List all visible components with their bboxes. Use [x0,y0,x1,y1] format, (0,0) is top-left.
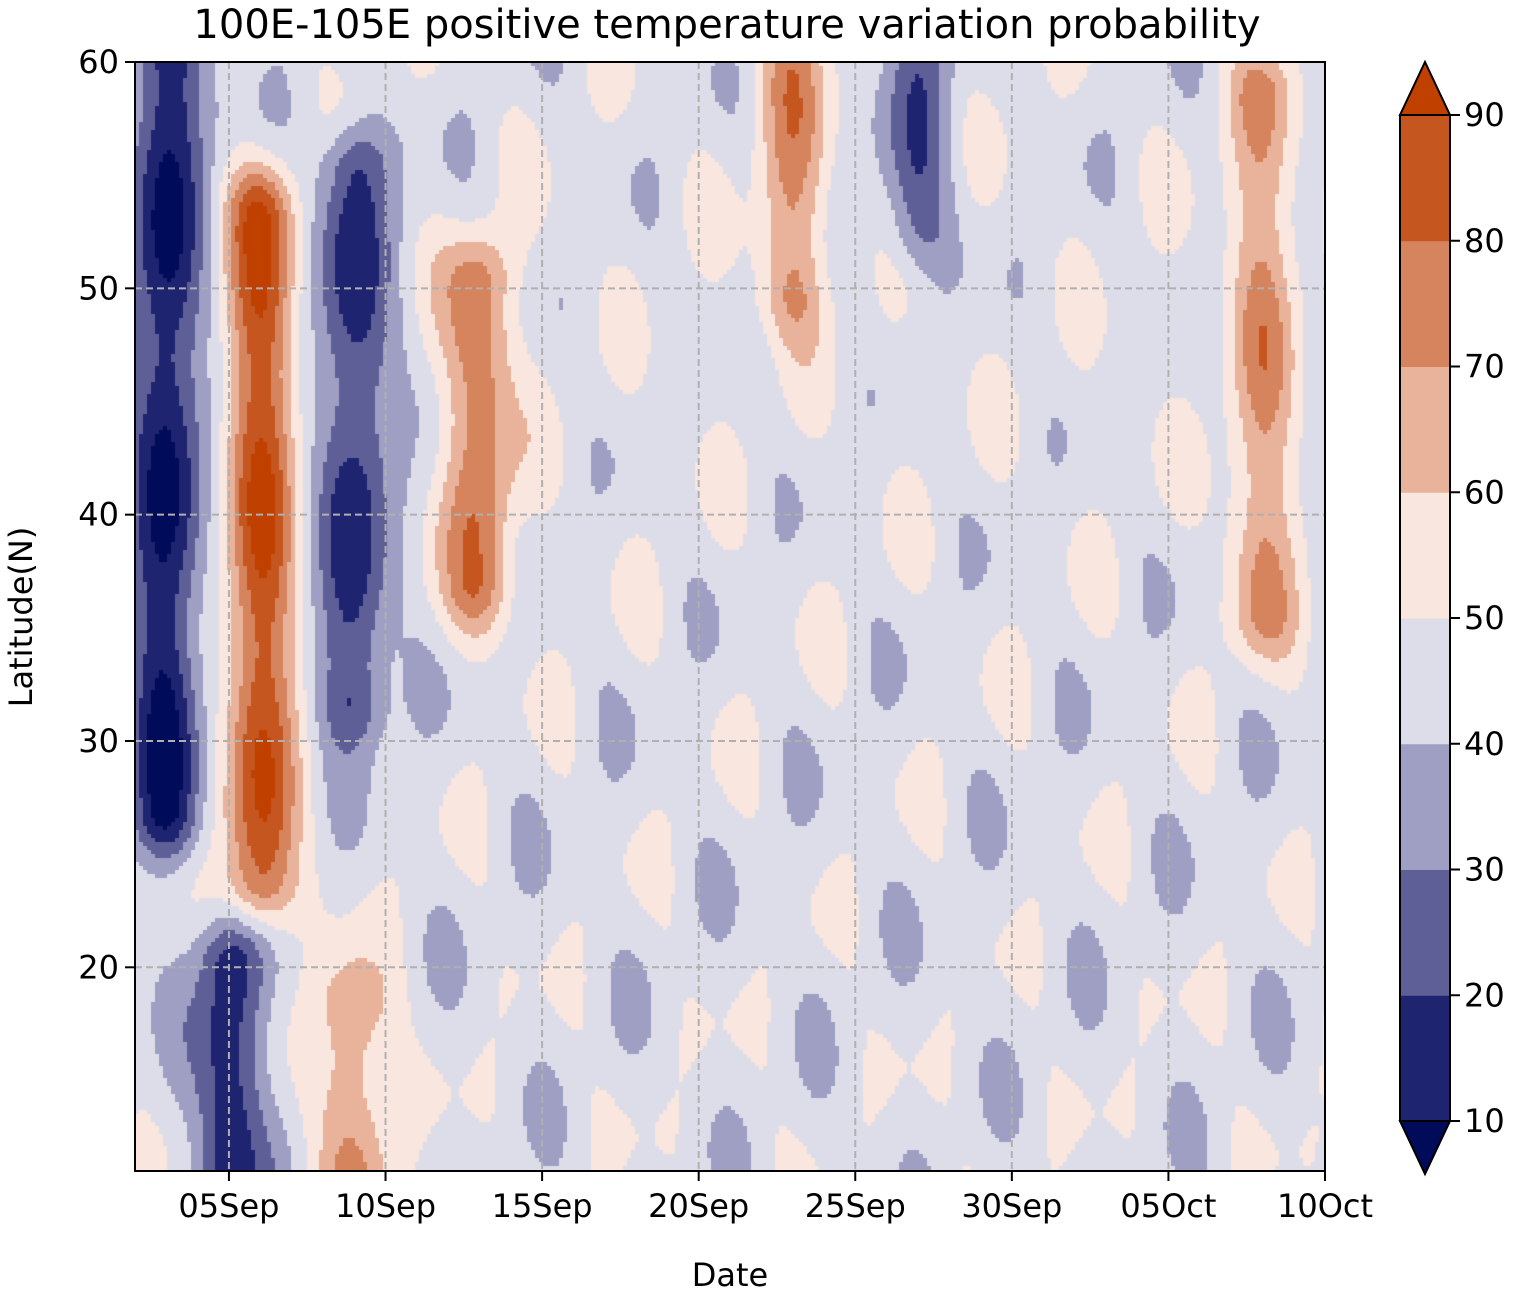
colorbar-bin [1400,492,1450,619]
colorbar-bin [1400,240,1450,367]
colorbar-bin [1400,618,1450,745]
x-tick-label: 25Sep [805,1187,906,1225]
chart-title: 100E-105E positive temperature variation… [193,2,1260,48]
x-tick-label: 10Sep [335,1187,436,1225]
colorbar-tick-label: 60 [1464,473,1505,511]
y-tick-label: 30 [78,722,119,760]
colorbar-tick-label: 40 [1464,725,1505,763]
x-axis: 05Sep 10Sep 15Sep 20Sep 25Sep 30Sep 05Oct 10Oct [178,1171,1373,1225]
x-tick-label: 05Sep [178,1187,279,1225]
x-tick-label: 15Sep [492,1187,593,1225]
colorbar-tick-label: 30 [1464,851,1505,889]
colorbar-bin [1400,115,1450,242]
colorbar-tick-label: 10 [1464,1102,1505,1140]
x-axis-label: Date [692,1256,768,1290]
x-tick-label: 30Sep [961,1187,1062,1225]
colorbar-tick-label: 50 [1464,599,1505,637]
plot-frame [134,61,1326,1172]
y-tick-label: 60 [78,43,119,81]
colorbar-tick-label: 70 [1464,348,1505,386]
plot-area [134,61,1326,1172]
colorbar-bin [1400,995,1450,1122]
colorbar-extend-max [1398,59,1452,116]
y-axis-label: Latitude(N) [2,527,40,708]
colorbar-tick-label: 80 [1464,222,1505,260]
y-tick-label: 20 [78,948,119,986]
y-axis: 20 30 40 50 60 [78,43,135,986]
colorbar-bin [1400,869,1450,996]
contour-field [135,62,1325,1171]
x-tick-label: 10Oct [1277,1187,1373,1225]
colorbar-tick-label: 20 [1464,976,1505,1014]
y-tick-label: 50 [78,269,119,307]
colorbar: 10 20 30 40 50 60 70 80 90 [1398,59,1505,1177]
x-tick-label: 20Sep [648,1187,749,1225]
colorbar-bin [1400,743,1450,870]
colorbar-extend-min [1398,1120,1452,1177]
y-tick-label: 40 [78,496,119,534]
colorbar-tick-label: 90 [1464,96,1505,134]
x-tick-label: 05Oct [1120,1187,1216,1225]
colorbar-bin [1400,366,1450,493]
